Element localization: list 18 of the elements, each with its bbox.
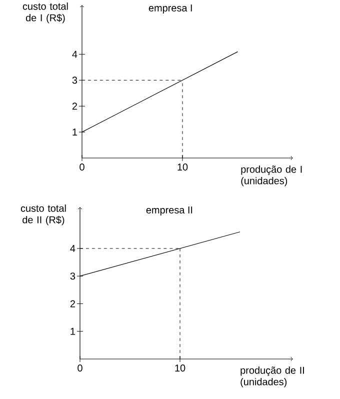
y-tick-label: 1 [70,328,75,335]
x-axis-title: produção de II (unidades) [240,366,304,388]
y-tick-label: 3 [70,272,76,280]
x-tick-label: 10 [175,364,186,372]
y-tick-label: 3 [72,76,78,84]
x-tick-label: 0 [78,364,82,372]
y-tick-label: 4 [72,50,78,58]
y-axis-title: custo total de II (R$) [20,204,66,226]
x-tick-label: 10 [178,164,188,171]
y-tick-label: 4 [70,245,76,252]
x-tick-label: 0 [80,164,84,171]
y-tick-label: 1 [72,128,77,136]
y-axis-title: custo total de I (R$) [22,2,68,24]
x-axis-title: produção de I (unidades) [241,166,302,186]
y-tick-label: 2 [70,300,75,308]
chart-title: empresa II [146,206,192,216]
y-tick-label: 2 [72,102,77,110]
chart-title: empresa I [148,4,192,14]
